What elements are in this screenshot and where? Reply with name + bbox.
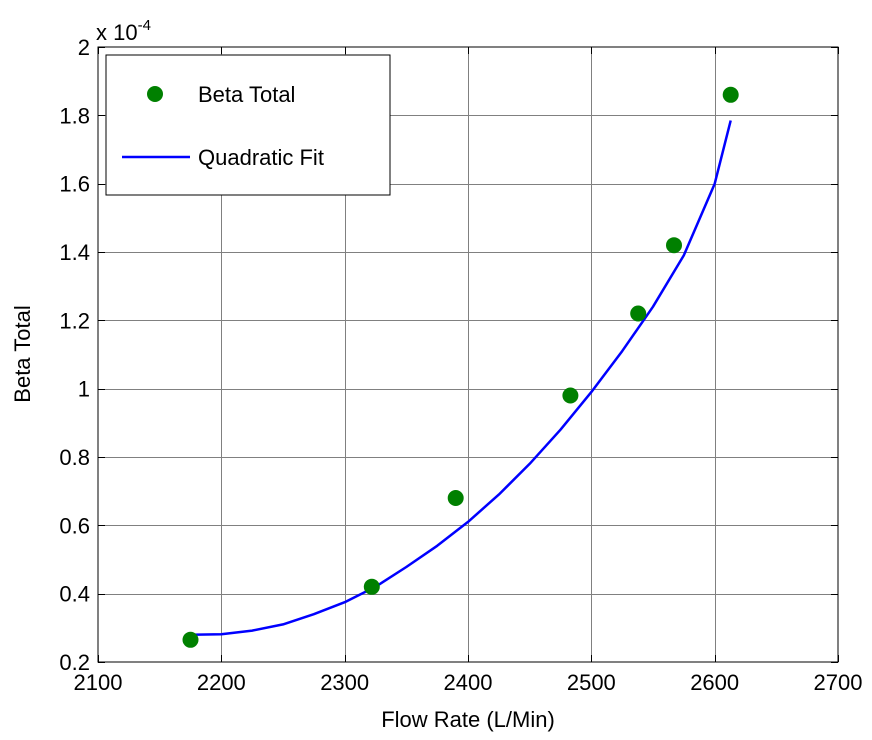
x-tick-label: 2300 bbox=[320, 670, 369, 695]
x-tick-label: 2500 bbox=[567, 670, 616, 695]
y-tick-labels: 0.2 0.4 0.6 0.8 1 1.2 1.4 1.6 1.8 2 bbox=[59, 35, 90, 675]
data-point bbox=[562, 387, 579, 404]
y-exponent-label: x 10-4 bbox=[96, 17, 151, 45]
legend: Beta Total Quadratic Fit bbox=[105, 54, 391, 196]
x-tick-label: 2100 bbox=[74, 670, 123, 695]
x-tick-labels: 2100 2200 2300 2400 2500 2600 2700 bbox=[74, 670, 863, 695]
y-tick-label: 1.4 bbox=[59, 240, 90, 265]
y-tick-label: 0.2 bbox=[59, 650, 90, 675]
legend-marker-beta-total bbox=[147, 86, 163, 102]
y-axis-label: Beta Total bbox=[10, 305, 35, 402]
data-point bbox=[182, 631, 199, 648]
y-tick-label: 1.2 bbox=[59, 308, 90, 333]
series-layer bbox=[182, 86, 739, 648]
x-tick-label: 2700 bbox=[814, 670, 863, 695]
axis-ticks bbox=[98, 47, 839, 663]
x-tick-label: 2600 bbox=[690, 670, 739, 695]
data-point bbox=[722, 86, 739, 103]
data-point bbox=[447, 490, 464, 506]
y-tick-label: 2 bbox=[78, 35, 90, 60]
x-tick-label: 2400 bbox=[444, 670, 493, 695]
data-point bbox=[630, 305, 647, 322]
axes-frame bbox=[97, 46, 839, 663]
y-tick-label: 1 bbox=[78, 377, 90, 402]
data-point bbox=[666, 237, 682, 254]
y-tick-label: 1.6 bbox=[59, 172, 90, 197]
quadratic-fit-line bbox=[190, 120, 732, 636]
legend-label-beta-total: Beta Total bbox=[198, 82, 295, 107]
y-tick-label: 0.6 bbox=[59, 513, 90, 538]
x-axis-label: Flow Rate (L/Min) bbox=[381, 707, 555, 732]
y-tick-label: 0.8 bbox=[59, 445, 90, 470]
y-tick-label: 0.4 bbox=[59, 582, 90, 607]
y-tick-label: 1.8 bbox=[59, 103, 90, 128]
x-tick-label: 2200 bbox=[197, 670, 246, 695]
data-point bbox=[363, 578, 380, 595]
legend-label-quadratic-fit: Quadratic Fit bbox=[198, 145, 324, 170]
legend-box bbox=[105, 54, 391, 196]
